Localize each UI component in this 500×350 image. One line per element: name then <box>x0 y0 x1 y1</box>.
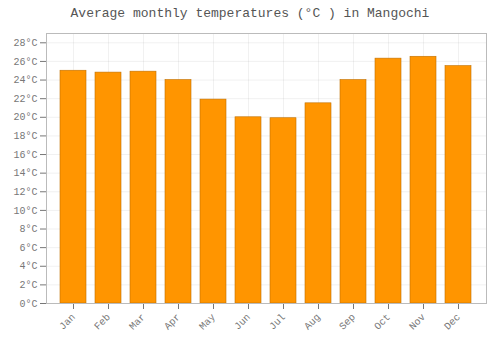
svg-text:12°C: 12°C <box>13 187 37 198</box>
svg-text:Dec: Dec <box>442 312 463 333</box>
svg-text:Mar: Mar <box>127 312 148 333</box>
svg-text:28°C: 28°C <box>13 38 37 49</box>
svg-text:26°C: 26°C <box>13 57 37 68</box>
svg-text:16°C: 16°C <box>13 150 37 161</box>
html-text:Average monthly temperatures (: Average monthly temperatures (°C ) in Ma… <box>70 6 430 21</box>
svg-text:6°C: 6°C <box>19 243 37 254</box>
svg-text:Feb: Feb <box>92 312 113 333</box>
svg-text:Aug: Aug <box>302 312 323 333</box>
svg-text:Nov: Nov <box>407 312 428 333</box>
svg-text:Sep: Sep <box>337 312 358 333</box>
svg-text:Jun: Jun <box>232 312 253 333</box>
svg-text:0°C: 0°C <box>19 299 37 310</box>
svg-text:Apr: Apr <box>162 312 183 333</box>
svg-text:Oct: Oct <box>372 312 393 333</box>
svg-text:10°C: 10°C <box>13 206 37 217</box>
svg-text:14°C: 14°C <box>13 168 37 179</box>
svg-text:Jan: Jan <box>57 312 78 333</box>
svg-text:22°C: 22°C <box>13 94 37 105</box>
svg-text:Jul: Jul <box>267 312 288 333</box>
svg-text:24°C: 24°C <box>13 75 37 86</box>
svg-text:4°C: 4°C <box>19 261 37 272</box>
svg-text:May: May <box>197 312 218 333</box>
svg-text:18°C: 18°C <box>13 131 37 142</box>
svg-text:8°C: 8°C <box>19 224 37 235</box>
svg-text:20°C: 20°C <box>13 112 37 123</box>
svg-text:2°C: 2°C <box>19 280 37 291</box>
